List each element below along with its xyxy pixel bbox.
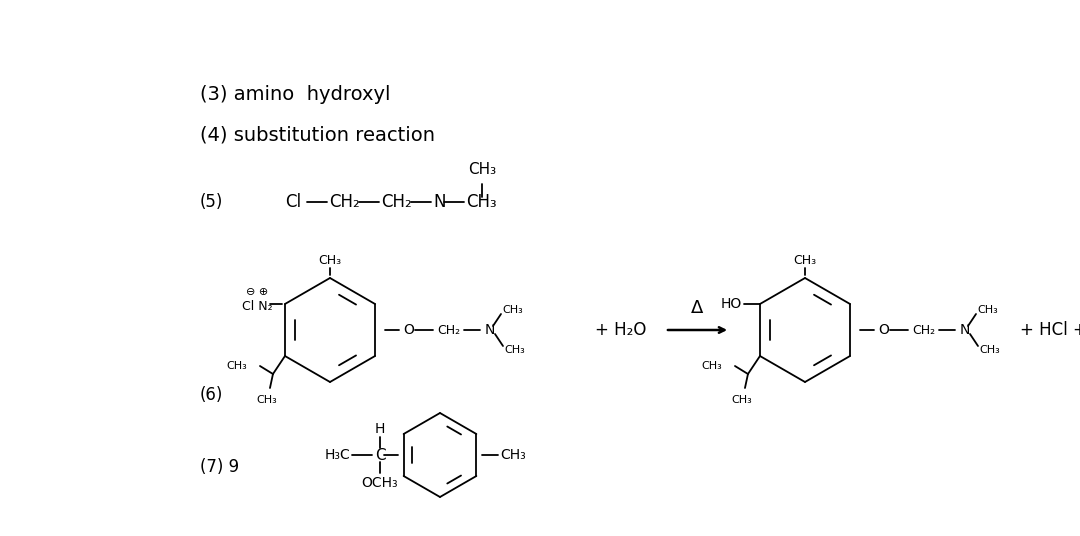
Text: (5): (5) bbox=[200, 193, 224, 211]
Text: CH₃: CH₃ bbox=[465, 193, 497, 211]
Text: CH₃: CH₃ bbox=[226, 361, 247, 371]
Text: CH₃: CH₃ bbox=[500, 448, 526, 462]
Text: O: O bbox=[403, 323, 414, 337]
Text: + HCl + N₂: + HCl + N₂ bbox=[1020, 321, 1080, 339]
Text: N: N bbox=[960, 323, 970, 337]
Text: N: N bbox=[433, 193, 446, 211]
Text: HO: HO bbox=[720, 297, 742, 311]
Text: CH₃: CH₃ bbox=[794, 254, 816, 266]
Text: CH₃: CH₃ bbox=[502, 305, 523, 315]
Text: (4) substitution reaction: (4) substitution reaction bbox=[200, 125, 435, 145]
Text: (6): (6) bbox=[200, 386, 224, 404]
Text: H₃C: H₃C bbox=[324, 448, 350, 462]
Text: + H₂O: + H₂O bbox=[595, 321, 646, 339]
Text: CH₃: CH₃ bbox=[468, 162, 496, 177]
Text: C: C bbox=[375, 448, 386, 463]
Text: CH₃: CH₃ bbox=[257, 395, 278, 405]
Text: CH₂: CH₂ bbox=[381, 193, 411, 211]
Text: Cl: Cl bbox=[285, 193, 301, 211]
Text: Δ: Δ bbox=[691, 299, 704, 317]
Text: ⊖ ⊕: ⊖ ⊕ bbox=[246, 287, 268, 297]
Text: CH₂: CH₂ bbox=[912, 324, 935, 337]
Text: Cl N₂: Cl N₂ bbox=[242, 301, 272, 314]
Text: CH₃: CH₃ bbox=[978, 345, 1000, 355]
Text: CH₃: CH₃ bbox=[977, 305, 998, 315]
Text: CH₃: CH₃ bbox=[701, 361, 721, 371]
Text: CH₃: CH₃ bbox=[319, 254, 341, 266]
Text: H: H bbox=[375, 422, 386, 436]
Text: CH₂: CH₂ bbox=[437, 324, 460, 337]
Text: CH₂: CH₂ bbox=[329, 193, 360, 211]
Text: OCH₃: OCH₃ bbox=[362, 476, 399, 490]
Text: CH₃: CH₃ bbox=[504, 345, 525, 355]
Text: (7) 9: (7) 9 bbox=[200, 458, 239, 476]
Text: O: O bbox=[878, 323, 889, 337]
Text: N: N bbox=[485, 323, 496, 337]
Text: CH₃: CH₃ bbox=[731, 395, 753, 405]
Text: (3) amino  hydroxyl: (3) amino hydroxyl bbox=[200, 86, 391, 105]
